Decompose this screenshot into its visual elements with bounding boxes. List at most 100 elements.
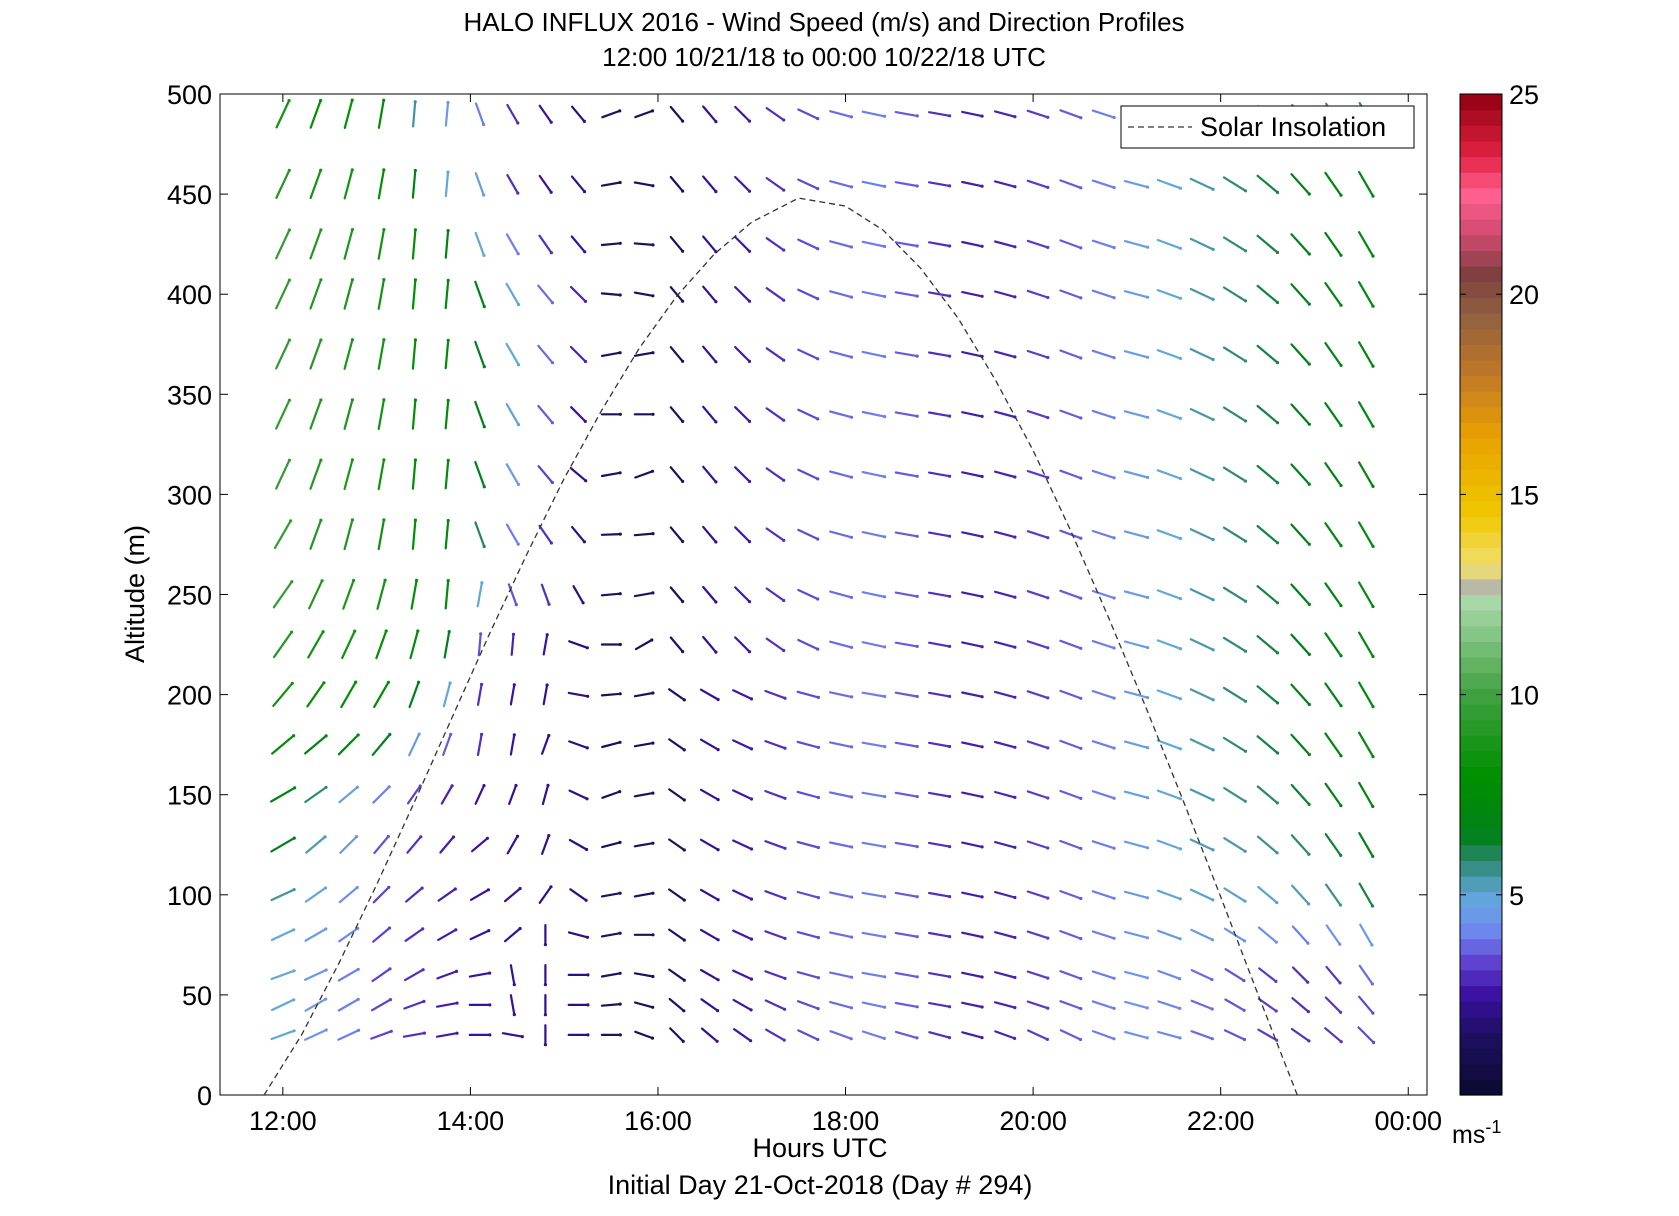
wind-barb: [1091, 289, 1116, 299]
wind-barb: [829, 640, 853, 649]
wind-barb: [444, 229, 450, 259]
wind-barb-head: [512, 733, 516, 737]
wind-barb-head: [650, 638, 654, 642]
wind-barb: [342, 579, 355, 610]
wind-barb-head: [883, 975, 887, 979]
wind-barb: [337, 733, 360, 756]
wind-barb: [1324, 996, 1342, 1014]
wind-barb: [633, 291, 655, 297]
wind-barb-head: [1339, 544, 1343, 548]
wind-barb: [669, 526, 684, 543]
wind-barb-head: [350, 518, 354, 522]
wind-barb: [505, 463, 520, 486]
wind-barb: [796, 690, 820, 699]
wind-barb: [411, 518, 417, 550]
wind-barb-head: [1079, 596, 1083, 600]
wind-barb-head: [716, 938, 720, 942]
wind-barb: [927, 691, 951, 698]
wind-barb: [1059, 689, 1082, 700]
wind-barb-head: [1013, 115, 1017, 119]
wind-barb-head: [356, 926, 360, 931]
wind-barb-head: [948, 1005, 952, 1009]
wind-barb: [1091, 1029, 1116, 1040]
wind-barb-head: [547, 733, 551, 738]
wind-barb: [669, 175, 684, 193]
wind-barb: [1358, 964, 1374, 986]
wind-barb-head: [1112, 1037, 1116, 1041]
wind-barb-head: [514, 603, 518, 607]
wind-barb-head: [413, 100, 417, 104]
wind-barb-head: [292, 969, 296, 973]
wind-barb: [961, 240, 984, 248]
wind-barb-head: [782, 298, 786, 302]
wind-barb: [1156, 889, 1182, 901]
wind-barb-head: [1307, 652, 1311, 657]
wind-barb: [633, 741, 655, 748]
wind-barb-head: [716, 978, 720, 982]
wind-barb: [600, 692, 622, 697]
wind-barb-head: [1178, 476, 1182, 481]
wind-barb: [309, 459, 322, 490]
wind-barb-head: [321, 630, 325, 634]
wind-barb: [273, 519, 292, 550]
wind-barb: [993, 590, 1017, 599]
y-tick-label: 400: [167, 280, 212, 310]
wind-barb-head: [714, 600, 718, 604]
wind-barb: [375, 629, 388, 660]
wind-barb: [1026, 690, 1049, 700]
wind-barb: [569, 888, 588, 902]
wind-barb-head: [1243, 699, 1248, 703]
wind-barb: [304, 997, 327, 1012]
wind-barb-head: [782, 418, 786, 422]
wind-barb-head: [1112, 356, 1116, 360]
wind-barb: [1290, 523, 1311, 546]
wind-barb-head: [323, 835, 327, 839]
wind-barb: [1222, 526, 1247, 543]
legend: Solar Insolation: [1120, 105, 1415, 149]
wind-barb-head: [1275, 701, 1280, 705]
wind-barb-head: [450, 784, 454, 788]
wind-barb-head: [1079, 696, 1083, 700]
wind-barb-head: [618, 790, 622, 794]
wind-barb: [894, 411, 919, 418]
wind-barb-head: [1079, 1007, 1083, 1011]
wind-barb-head: [319, 518, 323, 522]
wind-barb-head: [1211, 848, 1215, 852]
wind-barb: [961, 531, 984, 538]
wind-barb-head: [850, 745, 854, 749]
wind-barb: [668, 838, 686, 852]
wind-barb-head: [1046, 536, 1050, 540]
wind-barb: [1324, 832, 1342, 857]
wind-barb-head: [582, 190, 587, 194]
wind-barb-head: [1211, 898, 1215, 902]
wind-barb: [927, 351, 951, 358]
wind-barb: [570, 525, 586, 543]
wind-barb-head: [1112, 476, 1116, 480]
wind-barb: [442, 733, 452, 757]
wind-barb: [371, 733, 391, 756]
wind-barb: [505, 523, 520, 546]
wind-barb: [600, 292, 622, 297]
wind-barb: [540, 583, 551, 606]
wind-barb-head: [980, 294, 984, 298]
wind-barb-head: [1112, 296, 1116, 300]
colorbar-band: [1460, 266, 1502, 283]
wind-barb: [669, 1027, 685, 1043]
wind-barb-head: [618, 532, 622, 536]
wind-barb: [861, 410, 886, 418]
wind-barb-head: [682, 798, 686, 802]
wind-barb: [1290, 683, 1311, 706]
wind-barb: [304, 786, 328, 804]
wind-barb-head: [948, 744, 952, 749]
wind-barb-head: [915, 694, 919, 699]
wind-barb: [1091, 790, 1116, 800]
colorbar-band: [1460, 547, 1502, 564]
wind-barb-head: [1146, 535, 1150, 540]
wind-barb-head: [1274, 979, 1278, 984]
wind-barb: [1290, 233, 1311, 256]
wind-barb-head: [546, 783, 550, 787]
wind-barb-head: [1211, 187, 1215, 191]
wind-barb: [828, 741, 853, 749]
colorbar-band: [1460, 125, 1502, 142]
wind-barb: [765, 287, 785, 302]
